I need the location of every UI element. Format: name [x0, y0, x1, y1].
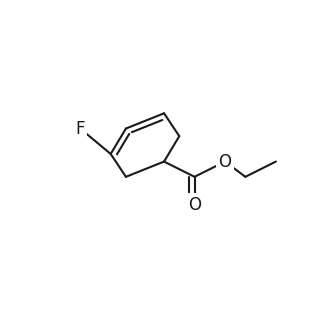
Text: O: O: [188, 196, 201, 214]
Text: F: F: [76, 119, 85, 138]
Text: O: O: [218, 152, 232, 171]
